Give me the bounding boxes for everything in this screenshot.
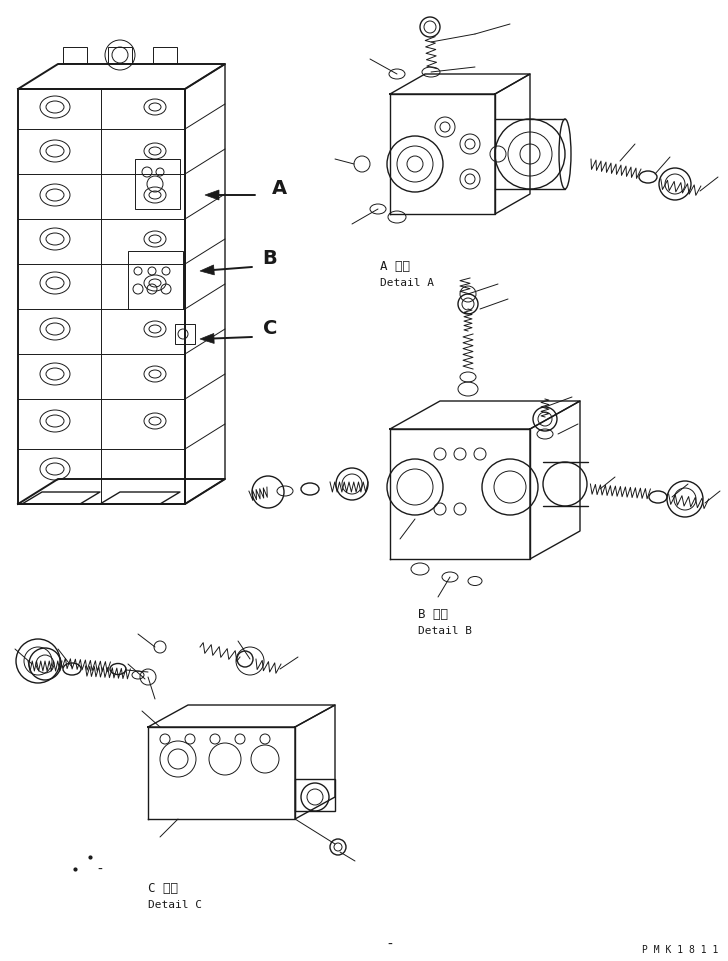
- Text: B: B: [262, 248, 277, 267]
- Text: P M K 1 8 1 1: P M K 1 8 1 1: [641, 944, 718, 954]
- Bar: [295, 779, 335, 811]
- Polygon shape: [200, 334, 214, 344]
- Bar: [135, 160, 180, 209]
- Polygon shape: [200, 265, 214, 276]
- Text: C 詳細: C 詳細: [148, 881, 178, 894]
- Bar: [108, 48, 132, 64]
- Bar: [128, 252, 183, 309]
- Text: Detail A: Detail A: [380, 278, 434, 287]
- Bar: [175, 325, 195, 345]
- Bar: [153, 48, 177, 64]
- Text: A: A: [272, 179, 287, 197]
- Text: -: -: [98, 862, 103, 876]
- Text: Detail B: Detail B: [418, 626, 472, 635]
- Text: A 詳細: A 詳細: [380, 259, 410, 273]
- Text: Detail C: Detail C: [148, 899, 202, 909]
- Polygon shape: [205, 191, 219, 201]
- Text: -: -: [387, 937, 392, 951]
- Bar: [63, 48, 87, 64]
- Text: C: C: [263, 318, 277, 337]
- Text: B 詳細: B 詳細: [418, 607, 448, 621]
